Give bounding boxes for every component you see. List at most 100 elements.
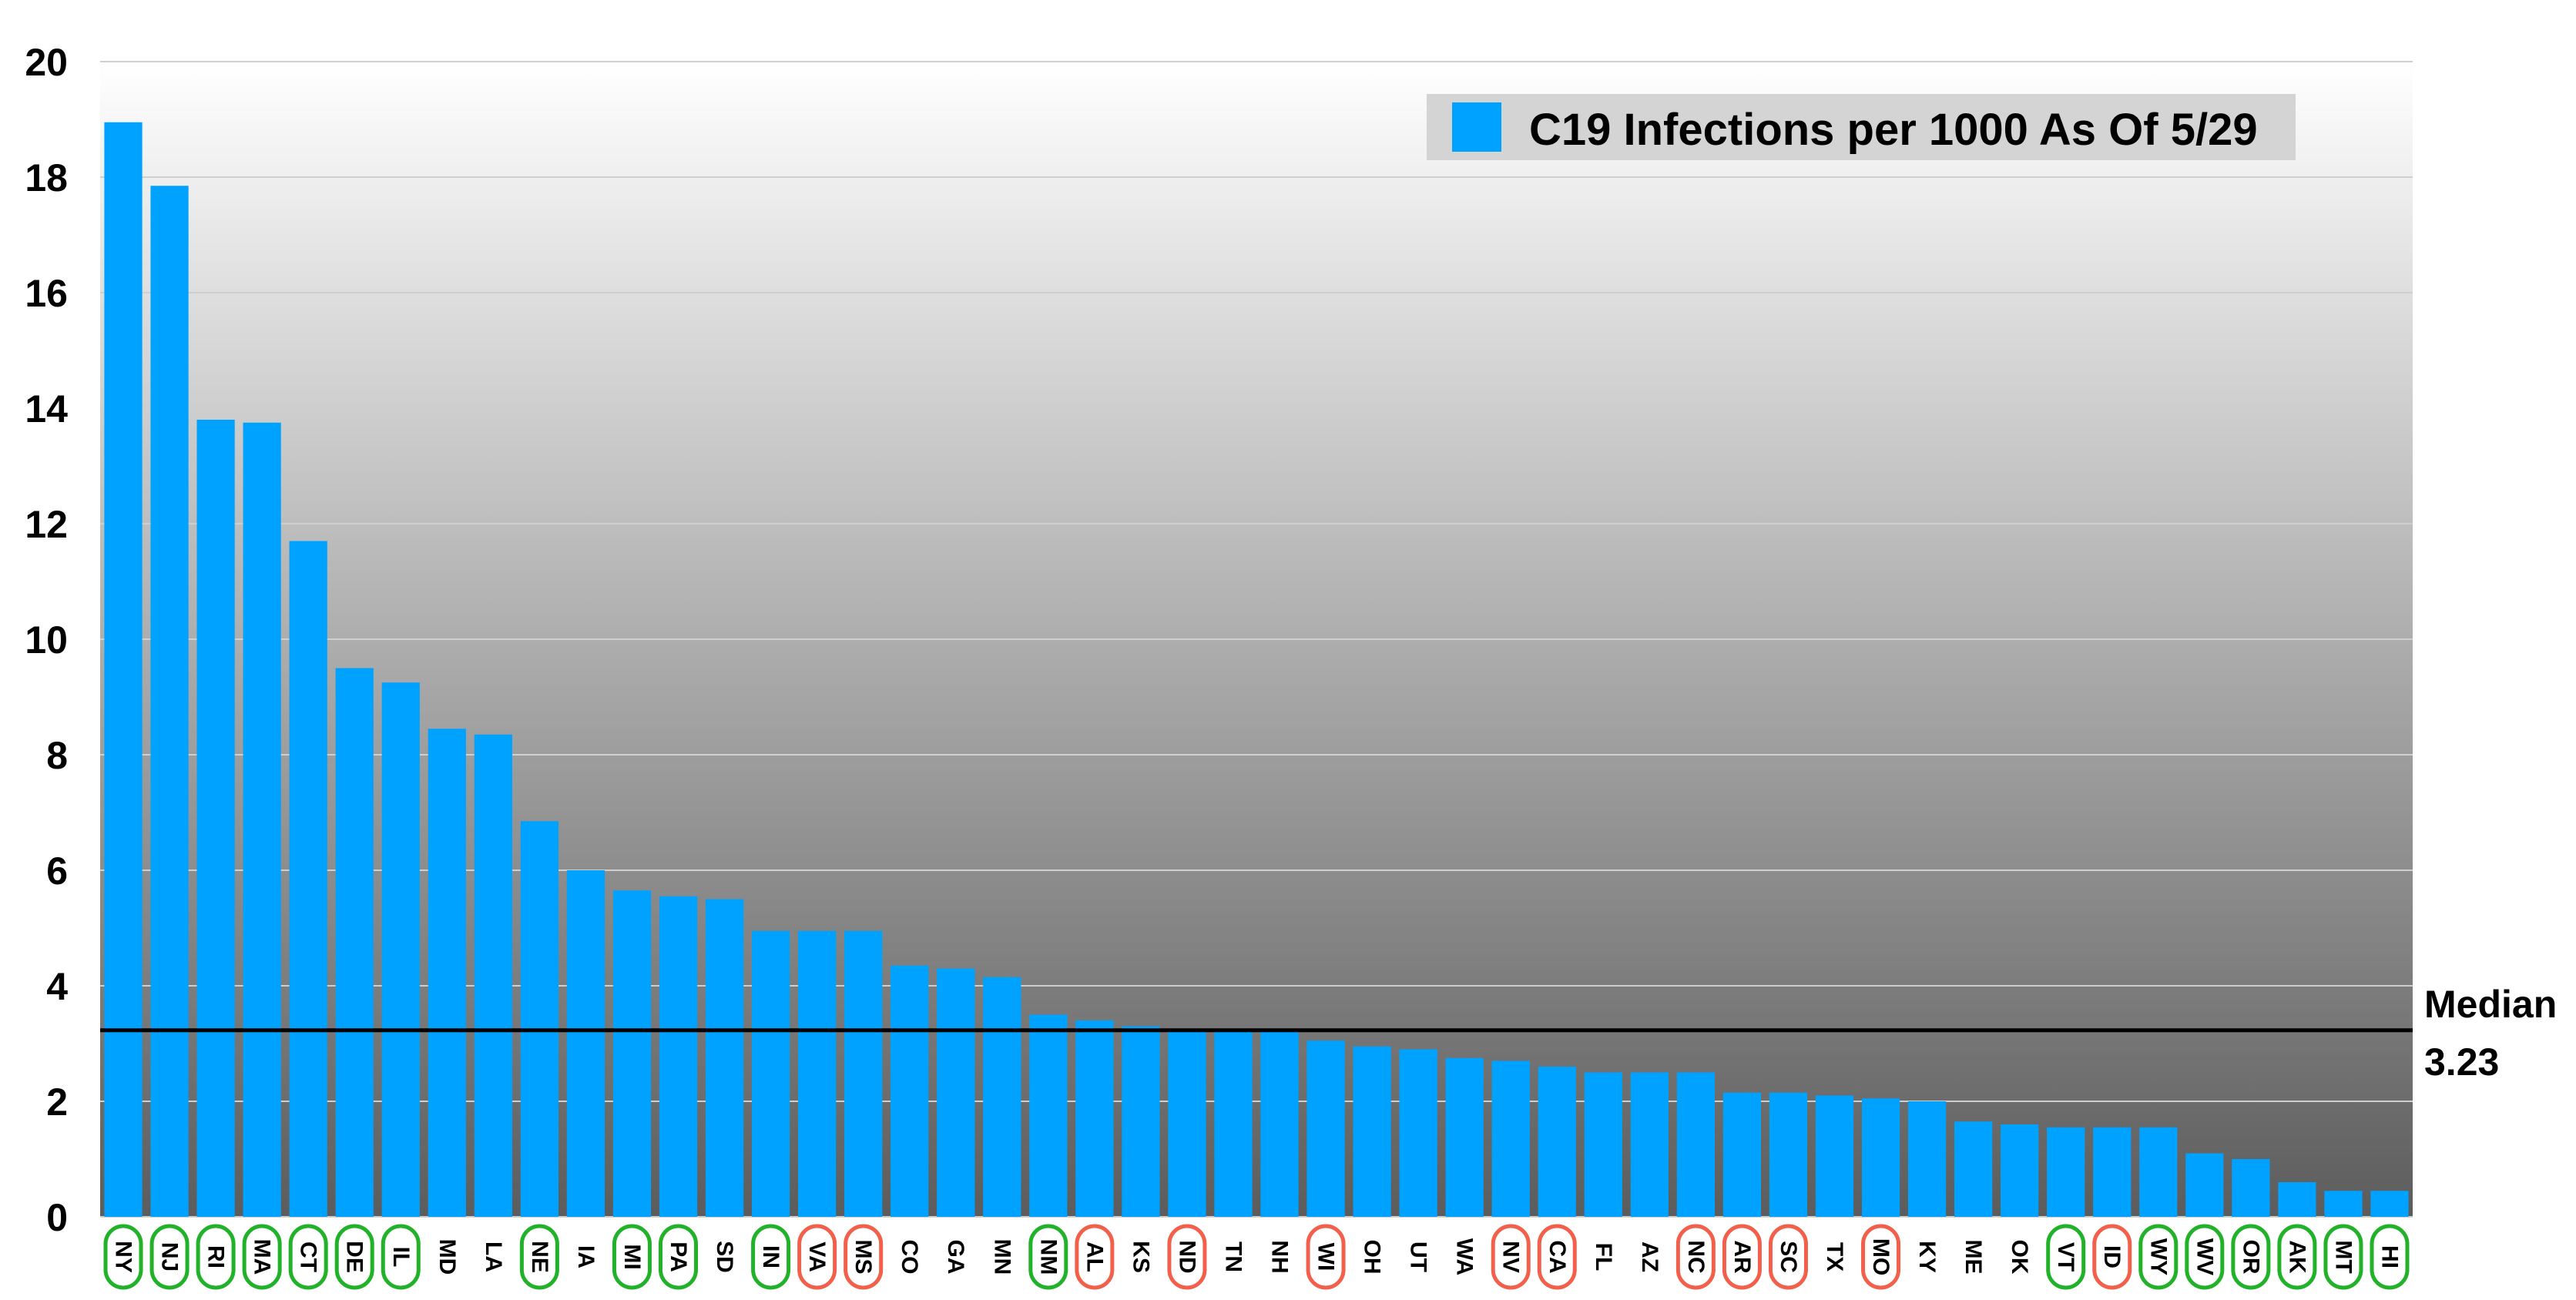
y-tick-label: 8 bbox=[46, 734, 68, 777]
bar-ky bbox=[1907, 1101, 1947, 1217]
x-tick-label: CA bbox=[1545, 1240, 1570, 1273]
x-tick-label: AK bbox=[2284, 1240, 2309, 1274]
bar-nm bbox=[1029, 1014, 1068, 1217]
bar-mt bbox=[2324, 1191, 2363, 1217]
x-tick-label: NE bbox=[527, 1241, 552, 1273]
label-circle-red bbox=[1306, 1224, 1346, 1290]
x-tick-label: ME bbox=[1961, 1240, 1986, 1275]
x-tick-label: CO bbox=[897, 1240, 922, 1275]
bar-sc bbox=[1769, 1092, 1808, 1217]
y-tick-label: 6 bbox=[46, 849, 68, 893]
bar-ga bbox=[937, 968, 975, 1217]
x-tick-label: FL bbox=[1591, 1243, 1616, 1272]
y-tick-label: 18 bbox=[25, 156, 68, 199]
x-tick-label: LA bbox=[481, 1241, 506, 1272]
bar-ct bbox=[289, 541, 327, 1217]
x-tick-label: VT bbox=[2053, 1242, 2078, 1272]
bar-ne bbox=[520, 821, 558, 1217]
x-tick-label: WY bbox=[2145, 1238, 2171, 1275]
x-tick-label: MT bbox=[2330, 1240, 2356, 1273]
bar-nv bbox=[1491, 1060, 1530, 1217]
bar-al bbox=[1075, 1020, 1114, 1217]
x-tick-label: IA bbox=[573, 1245, 599, 1268]
bar-ar bbox=[1722, 1092, 1762, 1217]
label-circle-red bbox=[1768, 1224, 1808, 1290]
legend: C19 Infections per 1000 As Of 5/29 bbox=[1427, 94, 2296, 160]
x-tick-label: WA bbox=[1452, 1238, 1478, 1275]
label-circle-green bbox=[2185, 1224, 2225, 1290]
label-circle-green bbox=[2370, 1224, 2410, 1290]
bar-or bbox=[2232, 1159, 2270, 1217]
label-circle-red bbox=[1675, 1224, 1716, 1290]
x-tick-label: VA bbox=[804, 1241, 830, 1272]
label-circle-green bbox=[659, 1224, 698, 1290]
x-tick-label: NM bbox=[1035, 1239, 1061, 1275]
x-tick-label: NC bbox=[1683, 1240, 1709, 1273]
label-circle-red bbox=[1722, 1224, 1762, 1290]
x-tick-label: IN bbox=[758, 1245, 783, 1268]
bar-il bbox=[381, 682, 420, 1217]
bar-nd bbox=[1168, 1029, 1206, 1217]
label-circle-green bbox=[1028, 1224, 1068, 1290]
label-circle-green bbox=[612, 1224, 652, 1290]
bar-pa bbox=[659, 896, 698, 1217]
x-tick-label: NY bbox=[111, 1241, 136, 1273]
bar-nh bbox=[1260, 1032, 1299, 1217]
label-circle-green bbox=[242, 1224, 282, 1290]
bar-az bbox=[1630, 1072, 1669, 1217]
label-circle-red bbox=[844, 1224, 884, 1290]
label-circle-green bbox=[2231, 1224, 2271, 1290]
y-tick-label: 4 bbox=[46, 965, 68, 1008]
legend-label: C19 Infections per 1000 As Of 5/29 bbox=[1529, 105, 2258, 155]
x-tick-label: HI bbox=[2376, 1245, 2402, 1268]
x-tick-label: WV bbox=[2192, 1238, 2217, 1275]
x-tick-label: OR bbox=[2238, 1240, 2263, 1275]
x-axis: NY NJ RI MA CT DE IL MD LA NE IA MI PA SD IN VA MS CO GA MN… bbox=[111, 1238, 2403, 1275]
y-tick-label: 0 bbox=[46, 1196, 68, 1239]
median-label: Median bbox=[2424, 983, 2557, 1026]
bar-wa bbox=[1445, 1057, 1484, 1217]
bar-me bbox=[1954, 1121, 1993, 1217]
x-tick-label: NV bbox=[1498, 1241, 1524, 1273]
y-tick-label: 10 bbox=[25, 618, 68, 662]
x-tick-label: TN bbox=[1220, 1241, 1246, 1272]
x-tick-label: MO bbox=[1868, 1238, 1893, 1275]
bars bbox=[104, 122, 2409, 1217]
label-circle-green bbox=[149, 1224, 190, 1290]
y-tick-label: 12 bbox=[25, 503, 68, 546]
x-tick-label: GA bbox=[943, 1240, 968, 1275]
y-tick-label: 20 bbox=[25, 41, 68, 84]
label-circle-red bbox=[2092, 1224, 2132, 1290]
x-tick-label: TX bbox=[1822, 1242, 1847, 1272]
bar-nc bbox=[1676, 1072, 1715, 1217]
x-tick-label: AL bbox=[1082, 1241, 1107, 1272]
bar-ri bbox=[196, 420, 235, 1217]
bar-va bbox=[798, 930, 837, 1217]
label-circle-red bbox=[1167, 1224, 1207, 1290]
label-circle-green bbox=[288, 1224, 328, 1290]
label-circle-green bbox=[519, 1224, 559, 1290]
legend-background bbox=[1427, 94, 2296, 160]
bar-hi bbox=[2370, 1191, 2409, 1217]
label-circle-red bbox=[1075, 1224, 1115, 1290]
x-tick-label: UT bbox=[1406, 1241, 1431, 1272]
x-tick-label: OK bbox=[2007, 1240, 2032, 1275]
legend-swatch bbox=[1452, 102, 1501, 152]
bar-ok bbox=[2001, 1124, 2039, 1217]
label-circle-red bbox=[1491, 1224, 1531, 1290]
bar-sd bbox=[705, 899, 744, 1217]
bar-mn bbox=[983, 977, 1021, 1217]
label-circle-red bbox=[1537, 1224, 1577, 1290]
x-tick-label: NH bbox=[1267, 1240, 1293, 1273]
bar-co bbox=[891, 965, 929, 1217]
bar-ak bbox=[2278, 1182, 2316, 1217]
label-circle-green bbox=[751, 1224, 791, 1290]
bar-ms bbox=[844, 930, 883, 1217]
x-tick-label: WI bbox=[1313, 1243, 1339, 1272]
label-circle-green bbox=[2046, 1224, 2086, 1290]
label-circle-green bbox=[381, 1224, 421, 1290]
label-circle-green bbox=[103, 1224, 143, 1290]
x-tick-label: ND bbox=[1174, 1240, 1199, 1273]
bar-in bbox=[751, 930, 790, 1217]
